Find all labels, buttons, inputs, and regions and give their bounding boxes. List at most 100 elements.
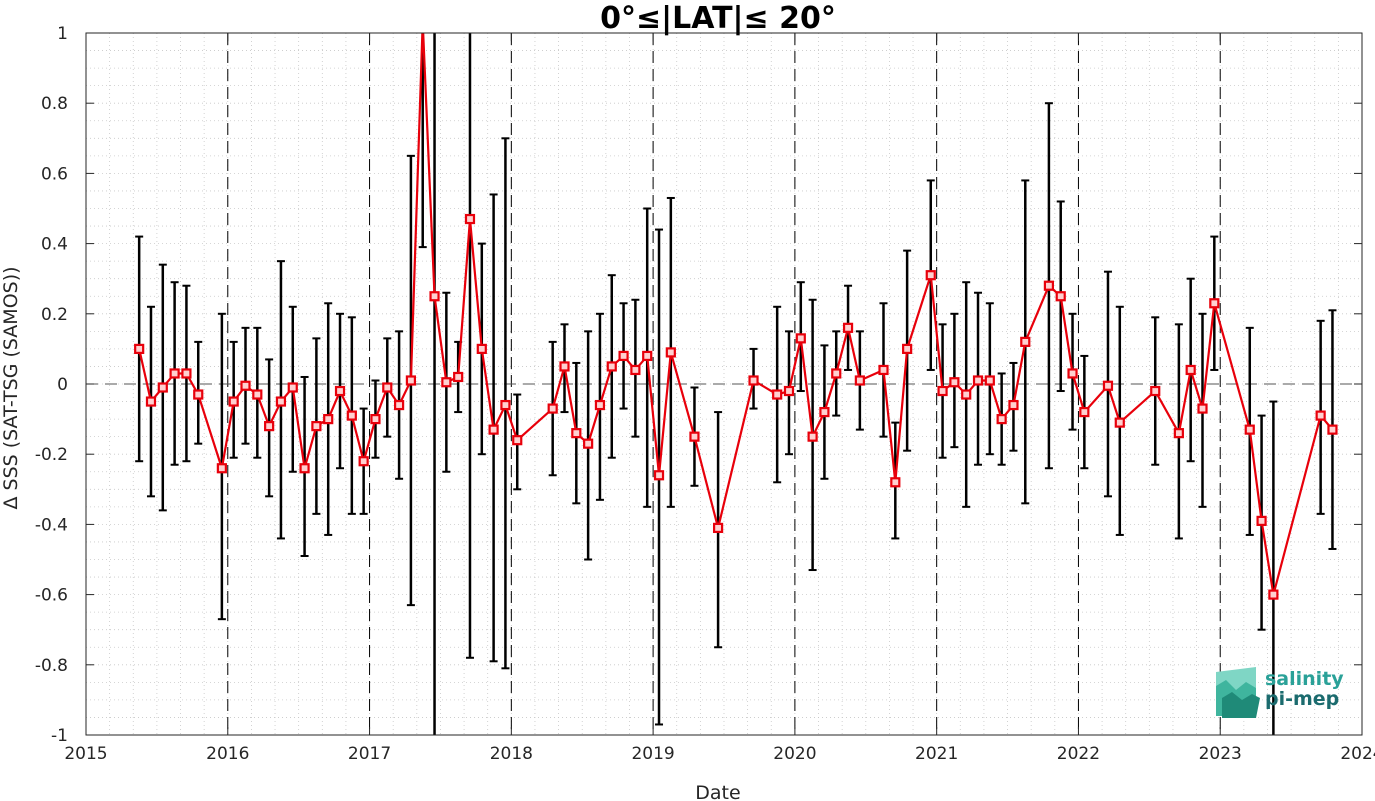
data-point [346,410,357,421]
y-tick-label: 0.6 [41,164,68,184]
data-point [240,380,251,391]
data-point [405,375,417,386]
data-point [1150,385,1161,397]
data-point [831,368,842,379]
x-tick-label: 2023 [1199,744,1242,764]
data-point [500,399,511,411]
data-point [1102,380,1114,391]
data-point [453,371,464,383]
data-point [1079,406,1090,418]
data-point [689,431,700,442]
year-separators [227,33,1221,735]
data-point [712,522,724,534]
data-point [972,375,984,386]
data-point [842,322,854,333]
data-point [783,385,795,397]
x-tick-label: 2021 [915,744,958,764]
y-tick-label: 0.8 [41,94,68,114]
data-point [1197,403,1208,414]
x-axis-ticks: 2015 2016 2017 2018 2019 2020 2021 2022 2023 2024 [64,33,1375,764]
salinity-pi-mep-logo: salinity pi-mep [1216,667,1344,718]
data-point [571,428,582,439]
data-point [984,375,995,386]
data-point [476,343,487,354]
data-point [819,406,830,418]
data-point [606,361,617,372]
data-point [169,368,180,379]
data-point [1020,336,1031,347]
data-point [890,477,901,488]
data-point [311,421,322,432]
data-point [772,389,783,400]
data-point [961,389,972,400]
data-point [1244,424,1255,435]
data-point [145,396,157,407]
data-point [642,350,653,362]
data-point [157,382,168,393]
data-point [1315,410,1326,421]
y-tick-label: -0.4 [35,515,68,535]
data-point [358,456,369,467]
data-point [264,421,275,432]
data-point [1185,364,1196,376]
data-point [795,333,806,344]
data-point [419,18,427,26]
data-point [252,389,263,400]
data-point [1268,589,1279,600]
data-point [949,377,960,388]
data-point [1173,428,1184,439]
x-tick-label: 2015 [64,744,107,764]
data-point [1067,368,1078,379]
x-tick-label: 2017 [348,744,391,764]
data-point [996,414,1007,425]
y-axis-label: Δ SSS (SAT-TSG (SAMOS)) [0,266,22,509]
data-point [1256,515,1267,526]
data-point [393,399,405,411]
data-point [594,399,606,411]
data-point [193,389,204,400]
data-point [464,213,476,225]
data-point [618,350,629,362]
data-point [429,291,440,302]
y-axis-ticks: -1 -0.8 -0.6 -0.4 -0.2 0 0.2 0.4 0.6 0.8 1 [35,24,1362,746]
logo-line-2: pi-mep [1265,688,1339,710]
data-point [275,396,287,407]
data-point [665,347,676,358]
data-point [854,375,865,386]
data-point [937,385,948,397]
y-tick-label: -0.2 [35,445,68,465]
data-point [878,364,889,376]
data-point [902,343,913,354]
data-point [1055,291,1066,302]
y-tick-label: -0.8 [35,656,68,676]
data-point [216,463,227,474]
data-point [1114,417,1125,428]
y-tick-label: 0.2 [41,305,68,325]
data-point [1008,399,1019,411]
y-tick-label: -1 [51,726,68,746]
y-tick-label: -0.6 [35,586,68,606]
y-tick-label: 0 [57,375,68,395]
logo-wave-icon [1216,667,1260,718]
data-point [807,431,818,442]
x-tick-label: 2019 [631,744,674,764]
data-point [559,361,570,372]
data-point [653,470,665,481]
y-tick-label: 1 [57,24,68,44]
x-tick-label: 2016 [206,744,249,764]
data-point [583,438,594,449]
chart-title: 0°≤|LAT|≤ 20° [600,1,836,36]
data-point [382,382,393,393]
x-axis-label: Date [695,782,740,801]
data-point [228,396,239,407]
data-point [1327,424,1338,435]
x-tick-label: 2022 [1057,744,1100,764]
data-point [748,375,759,386]
data-point [287,382,298,393]
data-point [134,343,145,354]
data-markers [134,18,1338,600]
data-point [925,270,936,281]
data-point [370,414,381,425]
data-point [441,377,452,388]
